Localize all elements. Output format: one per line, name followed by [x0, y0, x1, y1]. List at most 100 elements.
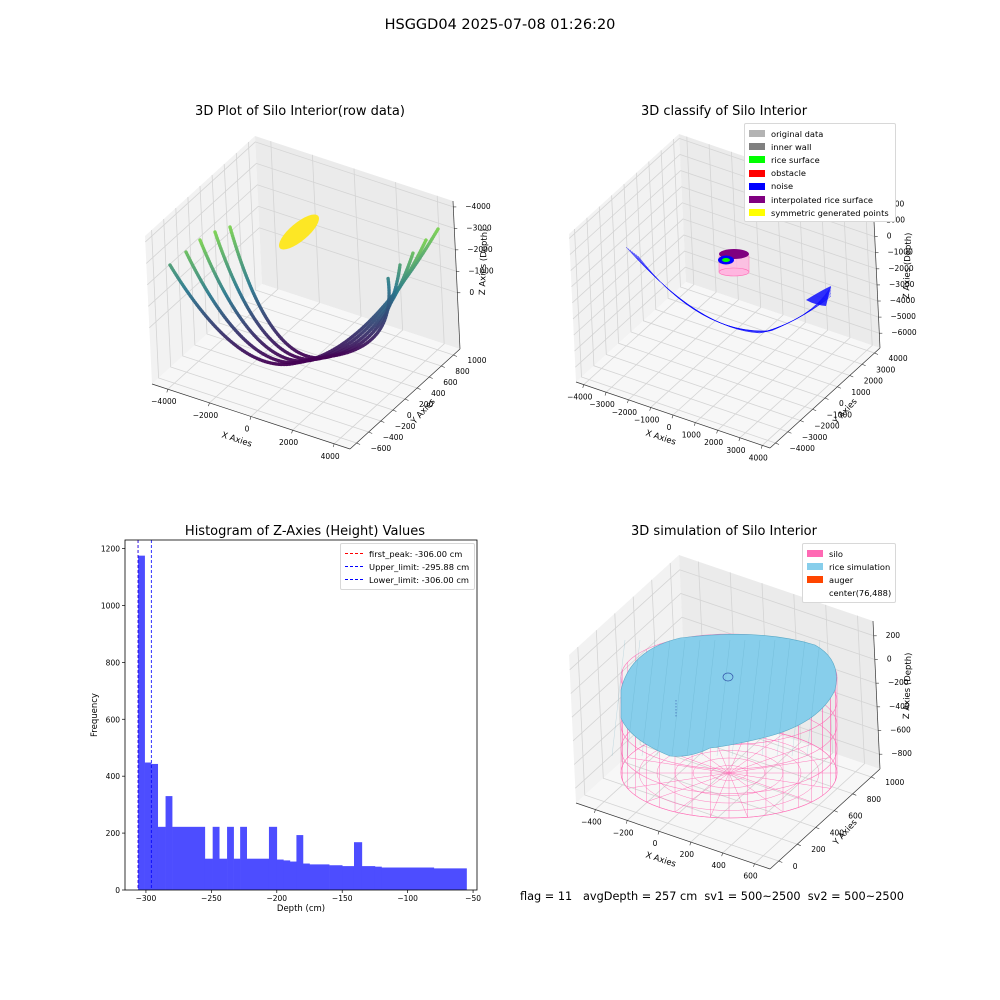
histogram-bar: [212, 826, 220, 890]
histogram-bar: [361, 866, 376, 890]
plot4-ygrid: [595, 630, 798, 845]
plot2-zlabel: Z Axies (Depth): [902, 232, 914, 299]
plot1-y-tick-mark: [380, 420, 385, 423]
plot2-z-tick-label: −5000: [891, 312, 917, 321]
plot1-zgrid: [146, 162, 455, 264]
histogram-legend-item: Upper_limit: -295.88 cm: [345, 560, 470, 573]
plot2-legend-label: original data: [771, 128, 824, 139]
plot4-z-tick-label: 0: [887, 654, 892, 663]
histogram-bar: [165, 796, 173, 890]
plot2-y-tick-label: 4000: [889, 354, 908, 363]
histogram-legend-item: Lower_limit: -306.00 cm: [345, 573, 470, 586]
plot4-zaxis-line: [872, 620, 881, 770]
histogram-bar: [138, 555, 145, 890]
plot1-y-tick-mark: [441, 365, 445, 368]
plot1-y-tick-label: 1000: [467, 356, 486, 365]
plot1-y-tick-mark: [404, 398, 409, 401]
plot2-z-tick-label: −3000: [889, 280, 915, 289]
plot4-z-tick-label: −400: [889, 702, 910, 711]
plot1-xgrid: [292, 182, 404, 431]
plot2-xgrid: [739, 189, 851, 439]
plot1-y-tick-mark: [356, 442, 361, 445]
plot2-y-tick-label: 0: [839, 399, 844, 408]
plot2-x-tick-label: −2000: [612, 408, 638, 417]
plot4-legend-swatch: [807, 576, 823, 584]
plot2-y-tick-label: 2000: [864, 377, 883, 386]
plot2-legend-swatch: [749, 196, 765, 204]
plot2-y-tick-mark: [787, 431, 792, 434]
plot1-x-tick-mark: [291, 430, 293, 434]
plot1-x-tick-mark: [166, 389, 169, 393]
plot2-zgrid: [574, 250, 879, 352]
plot4-xaxis-line: [575, 802, 771, 870]
plot4-ygrid: [614, 613, 816, 828]
histogram-bar: [204, 858, 213, 890]
plot4-legend: silo rice simulation auger center(76,488): [802, 543, 896, 603]
plot4-y-tick-label: 1000: [885, 778, 904, 787]
plot1-zgrid: [147, 184, 456, 286]
histogram-xtick-label: −300: [136, 894, 157, 903]
plot2-ygrid: [574, 228, 776, 444]
plot1-x-tick-mark: [249, 416, 252, 420]
plot2-y-tick-label: 3000: [876, 365, 895, 374]
plot4-silo-floor-spoke: [710, 772, 730, 818]
plot4-zgrid: [570, 593, 875, 694]
plot1-x-tick-label: −2000: [193, 411, 219, 420]
plot2-x-tick-mark: [649, 407, 651, 411]
plot4-rice-mesh: [746, 639, 761, 757]
plot2-legend-item: rice surface: [749, 153, 891, 166]
histogram-legend-line: [345, 579, 363, 581]
plot2-legend-item: obstacle: [749, 167, 891, 180]
plot1-ygrid: [223, 163, 430, 378]
plot2-y-tick-mark: [775, 442, 780, 445]
plot2-xgrid: [628, 151, 739, 401]
histogram-bar: [246, 858, 270, 890]
plot1-ygrid: [187, 196, 394, 411]
plot4-rice-mesh: [641, 639, 656, 757]
plot4-rice-mesh: [776, 639, 791, 757]
plot4-rice-mesh: [611, 639, 626, 757]
histogram-xtick-label: −100: [397, 894, 418, 903]
plot4-z-tick-label: 200: [886, 631, 901, 640]
plot2-zaxis-line: [872, 199, 881, 349]
plot2-ygrid: [623, 183, 826, 399]
plot2-x-tick-mark: [760, 445, 763, 449]
figure-title: HSGGD04 2025-07-08 01:26:20: [384, 17, 616, 33]
plot4-x-tick-mark: [689, 841, 692, 846]
plot4-x-tick-label: −200: [613, 828, 634, 837]
plot4-legend-label: silo: [829, 548, 844, 559]
plot4-x-tick-label: −400: [581, 818, 602, 827]
plot2-legend-label: noise: [771, 181, 794, 192]
plot4-legend-item: silo: [807, 547, 891, 560]
plot1-y-tick-label: −600: [371, 444, 392, 453]
plot4-zgrid: [569, 569, 874, 671]
plot1-xgrid: [209, 154, 320, 404]
plot4-xgrid: [722, 604, 834, 854]
plot4-legend-swatch: [807, 563, 823, 571]
plot4-x-tick-mark: [753, 863, 755, 868]
plot4-rice-mesh: [656, 639, 671, 757]
plot2-x-tick-mark: [671, 414, 674, 419]
plot4-x-tick-label: 400: [711, 861, 726, 870]
plot1-z-tick-label: −2000: [467, 245, 493, 254]
plot1-x-tick-label: 0: [245, 425, 250, 434]
plot1-z-tick-label: −1000: [468, 266, 494, 275]
plot4-x-tick-label: 0: [653, 839, 658, 848]
plot2-legend: original data inner wall rice surface obsta…: [744, 123, 896, 223]
plot4-silo-floor-spoke: [728, 772, 784, 813]
plot2-x-tick-label: 0: [667, 423, 672, 432]
plot2-ygrid: [660, 150, 863, 365]
plot4-silo-floor-spoke: [674, 772, 730, 813]
plot2-legend-item: interpolated rice surface: [749, 193, 891, 206]
plot2-z-tick-label: 0: [887, 232, 892, 241]
histogram-bar: [296, 835, 304, 890]
plot4-silo-floor-spoke: [728, 772, 831, 789]
plot2-noise-curve: [637, 255, 832, 332]
histogram-frame: [124, 539, 478, 891]
plot2-z-tick-label: −1000: [887, 248, 913, 257]
histogram-xtick-label: −150: [332, 894, 353, 903]
plot1-y-tick-label: 400: [431, 389, 446, 398]
plot2-noise-cluster: [806, 286, 831, 306]
histogram-ylabel: Frequency: [90, 693, 100, 737]
histogram-bar: [144, 762, 152, 890]
